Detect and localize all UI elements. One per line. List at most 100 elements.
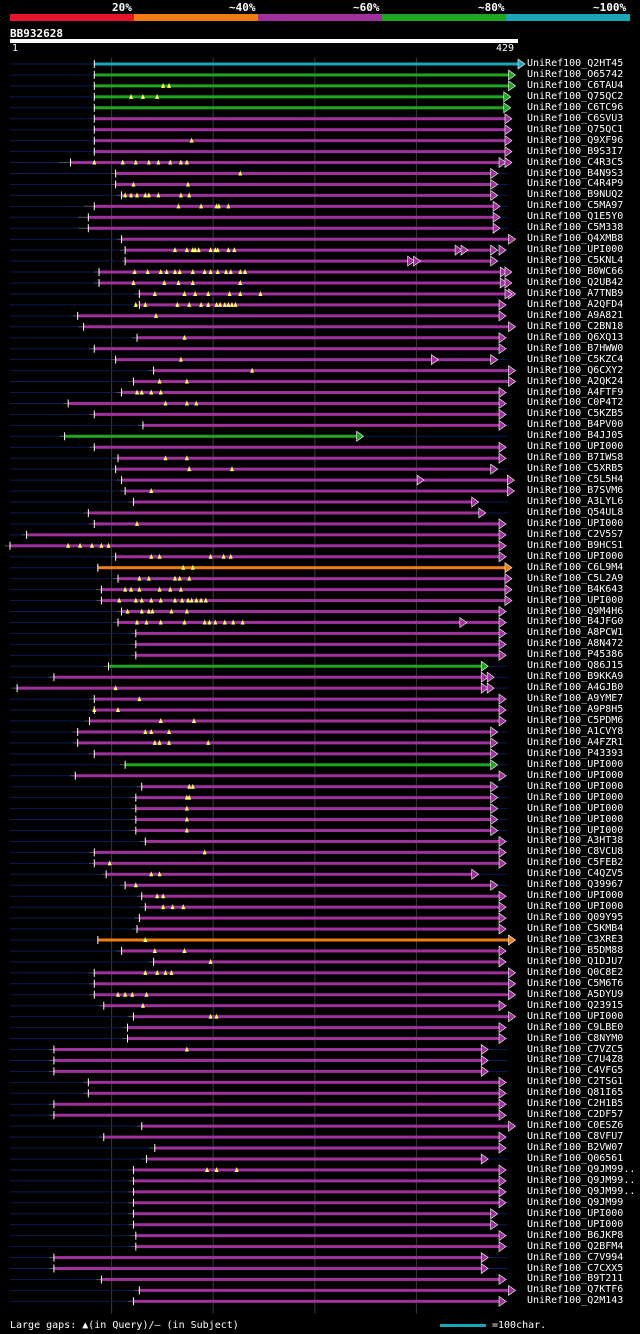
hit-label[interactable]: UniRef100_B9KKA9	[527, 671, 624, 683]
hit-label[interactable]: UniRef100_Q9JM99..	[527, 1163, 636, 1175]
hit-label[interactable]: UniRef100_A9YME7	[527, 693, 624, 705]
hit-label[interactable]: UniRef100_C2BN18	[527, 320, 624, 332]
hit-label[interactable]: UniRef100_UPI000	[527, 824, 624, 836]
hit-label[interactable]: UniRef100_C5MA97	[527, 200, 624, 212]
hit-label[interactable]: UniRef100_B4K643	[527, 583, 624, 595]
hit-label[interactable]: UniRef100_Q2UB42	[527, 277, 624, 288]
hit-label[interactable]: UniRef100_UPI000	[527, 550, 624, 562]
hit-label[interactable]: UniRef100_Q1DJU7	[527, 955, 624, 967]
hit-label[interactable]: UniRef100_Q86J15	[527, 660, 624, 672]
hit-label[interactable]: UniRef100_C4VFG5	[527, 1065, 624, 1077]
hit-label[interactable]: UniRef100_UPI000	[527, 890, 624, 902]
hit-label[interactable]: UniRef100_C4R3C5	[527, 156, 624, 168]
hit-label[interactable]: UniRef100_Q06561	[527, 1153, 624, 1164]
hit-label[interactable]: UniRef100_Q2M143	[527, 1295, 624, 1307]
hit-label[interactable]: UniRef100_A9A821	[527, 309, 624, 321]
hit-label[interactable]: UniRef100_B7SVM6	[527, 485, 624, 497]
hit-label[interactable]: UniRef100_A9P8H5	[527, 704, 624, 716]
hit-label[interactable]: UniRef100_P45386	[527, 649, 624, 661]
hit-label[interactable]: UniRef100_C0ESZ6	[527, 1120, 624, 1132]
hit-label[interactable]: UniRef100_O65742	[527, 68, 624, 80]
hit-label[interactable]: UniRef100_Q09Y95	[527, 912, 624, 924]
hit-label[interactable]: UniRef100_C5PDM6	[527, 715, 624, 726]
hit-label[interactable]: UniRef100_B4N9S3	[527, 167, 624, 179]
hit-label[interactable]: UniRef100_Q4XMB8	[527, 233, 624, 245]
hit-label[interactable]: UniRef100_C5KMB4	[527, 923, 624, 935]
hit-label[interactable]: UniRef100_C5FEB2	[527, 857, 624, 869]
hit-label[interactable]: UniRef100_C7VZC5	[527, 1043, 624, 1055]
hit-label[interactable]: UniRef100_B4JJ05	[527, 430, 624, 442]
hit-label[interactable]: UniRef100_UPI000	[527, 791, 624, 803]
hit-label[interactable]: UniRef100_Q9JM99..	[527, 1185, 636, 1197]
hit-label[interactable]: UniRef100_C2TSG1	[527, 1076, 624, 1088]
hit-label[interactable]: UniRef100_C5XRB5	[527, 463, 624, 475]
hit-label[interactable]: UniRef100_Q6CXY2	[527, 364, 624, 376]
hit-label[interactable]: UniRef100_UPI000	[527, 758, 624, 770]
hit-label[interactable]: UniRef100_C3XRE3	[527, 934, 624, 945]
hit-label[interactable]: UniRef100_C5M338	[527, 222, 624, 234]
hit-label[interactable]: UniRef100_A3HT38	[527, 835, 624, 847]
hit-label[interactable]: UniRef100_Q39967	[527, 879, 624, 891]
hit-label[interactable]: UniRef100_C7CXX5	[527, 1262, 624, 1274]
hit-label[interactable]: UniRef100_A8PCW1	[527, 627, 624, 639]
hit-label[interactable]: UniRef100_A4GJB0	[527, 682, 624, 694]
hit-label[interactable]: UniRef100_C8VCU8	[527, 846, 624, 858]
hit-label[interactable]: UniRef100_C8VFU7	[527, 1131, 624, 1143]
hit-label[interactable]: UniRef100_C6TC96	[527, 101, 624, 113]
hit-label[interactable]: UniRef100_A4FZR1	[527, 736, 624, 748]
hit-label[interactable]: UniRef100_UPI000	[527, 441, 624, 453]
hit-label[interactable]: UniRef100_Q75QC1	[527, 123, 624, 135]
hit-label[interactable]: UniRef100_UPI000	[527, 244, 624, 256]
hit-label[interactable]: UniRef100_C6TAU4	[527, 79, 624, 91]
hit-label[interactable]: UniRef100_C9LBE0	[527, 1021, 624, 1033]
hit-label[interactable]: UniRef100_A3LYL6	[527, 496, 624, 507]
hit-label[interactable]: UniRef100_UPI000	[527, 780, 624, 792]
hit-label[interactable]: UniRef100_Q81I65	[527, 1087, 624, 1099]
hit-label[interactable]: UniRef100_A7TNB9	[527, 287, 624, 299]
hit-label[interactable]: UniRef100_C7V994	[527, 1251, 624, 1263]
hit-label[interactable]: UniRef100_Q54UL8	[527, 506, 624, 518]
hit-label[interactable]: UniRef100_C8NYM0	[527, 1032, 624, 1044]
hit-label[interactable]: UniRef100_C5M6T6	[527, 977, 624, 989]
hit-label[interactable]: UniRef100_UPI000	[527, 517, 624, 529]
hit-label[interactable]: UniRef100_B9HCS1	[527, 539, 624, 551]
hit-label[interactable]: UniRef100_Q0C8E2	[527, 966, 624, 978]
hit-label[interactable]: UniRef100_C7U4Z8	[527, 1054, 624, 1066]
hit-label[interactable]: UniRef100_B0WC66	[527, 266, 624, 278]
hit-label[interactable]: UniRef100_B7HWW0	[527, 342, 624, 354]
hit-label[interactable]: UniRef100_B5DM88	[527, 944, 624, 956]
hit-label[interactable]: UniRef100_C5L5H4	[527, 474, 624, 486]
hit-label[interactable]: UniRef100_C5KZC4	[527, 353, 624, 365]
hit-label[interactable]: UniRef100_Q2BFM4	[527, 1240, 624, 1252]
hit-label[interactable]: UniRef100_UPI000	[527, 769, 624, 781]
hit-label[interactable]: UniRef100_C4R4P9	[527, 178, 624, 190]
hit-label[interactable]: UniRef100_Q9JM99..	[527, 1174, 636, 1186]
hit-label[interactable]: UniRef100_C5L2A9	[527, 572, 624, 584]
hit-label[interactable]: UniRef100_C0P4T2	[527, 397, 624, 409]
hit-label[interactable]: UniRef100_UPI000	[527, 1010, 624, 1022]
hit-label[interactable]: UniRef100_B6JKP8	[527, 1229, 624, 1241]
hit-label[interactable]: UniRef100_C2V5S7	[527, 528, 624, 540]
hit-label[interactable]: UniRef100_B9S3I7	[527, 145, 624, 157]
hit-label[interactable]: UniRef100_UPI000	[527, 594, 624, 606]
hit-label[interactable]: UniRef100_B9T211	[527, 1273, 624, 1285]
hit-label[interactable]: UniRef100_Q7KTF6	[527, 1284, 624, 1296]
hit-label[interactable]: UniRef100_Q23915	[527, 999, 624, 1011]
hit-label[interactable]: UniRef100_Q9M4H6	[527, 605, 624, 617]
hit-label[interactable]: UniRef100_Q9XF96	[527, 134, 624, 146]
hit-label[interactable]: UniRef100_C4QZV5	[527, 868, 624, 880]
hit-label[interactable]: UniRef100_UPI000	[527, 901, 624, 913]
hit-label[interactable]: UniRef100_A4FTF9	[527, 386, 624, 398]
hit-label[interactable]: UniRef100_UPI000	[527, 1207, 624, 1219]
hit-label[interactable]: UniRef100_B4JFG0	[527, 616, 624, 628]
hit-label[interactable]: UniRef100_B7IWS8	[527, 452, 624, 464]
hit-label[interactable]: UniRef100_C5KZB5	[527, 408, 624, 420]
hit-label[interactable]: UniRef100_A2QFD4	[527, 298, 624, 310]
hit-label[interactable]: UniRef100_C6L9M4	[527, 561, 624, 573]
hit-label[interactable]: UniRef100_Q1E5Y0	[527, 211, 624, 223]
hit-label[interactable]: UniRef100_Q6XQ13	[527, 331, 624, 343]
hit-label[interactable]: UniRef100_A1CVY8	[527, 725, 624, 737]
hit-label[interactable]: UniRef100_C5KNL4	[527, 255, 624, 267]
hit-label[interactable]: UniRef100_Q2HT45	[527, 58, 624, 69]
hit-label[interactable]: UniRef100_C2H1B5	[527, 1098, 624, 1110]
